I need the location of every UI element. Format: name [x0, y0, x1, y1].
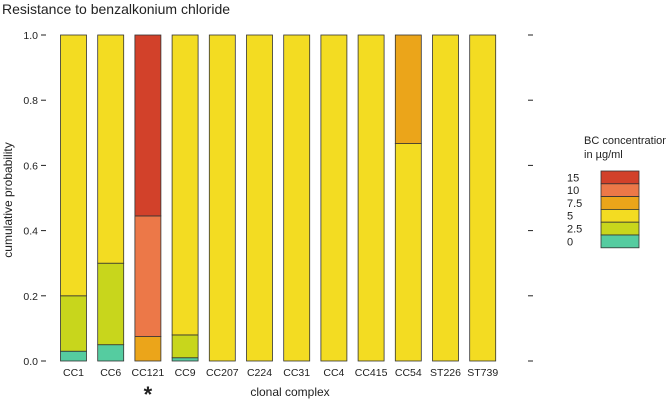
bar-segment — [171, 34, 199, 336]
x-tick-label: CC1 — [63, 367, 84, 379]
x-axis-label: clonal complex — [250, 385, 329, 399]
legend-label: 10 — [567, 185, 579, 197]
x-tick-label: CC54 — [395, 367, 422, 379]
y-tick-label: 0.0 — [23, 356, 38, 368]
legend-swatch — [600, 234, 640, 249]
bar-segment — [394, 143, 422, 362]
bar-segment — [171, 357, 199, 362]
bar-segment — [134, 336, 162, 362]
x-tick-label: CC121 — [132, 367, 165, 379]
bar-segment — [60, 350, 87, 362]
bar-segment — [394, 34, 422, 144]
legend-label: 2.5 — [567, 224, 582, 236]
bar-segment — [357, 34, 385, 362]
bar-segment — [171, 334, 199, 359]
x-tick-label: CC9 — [175, 367, 196, 379]
y-axis-label: cumulative probability — [1, 142, 15, 257]
plot-area: 0.0 0.2 0.4 0.6 0.8 1.0 CC1 CC6 CC121 * CC9 CC207 C2… — [23, 30, 533, 402]
bar-segment — [97, 344, 125, 362]
y-tick-label: 0.8 — [23, 95, 38, 107]
x-tick-label: CC6 — [100, 367, 121, 379]
x-tick-label: CC4 — [323, 367, 344, 379]
legend-title-line-2: in µg/ml — [584, 149, 623, 161]
chart-title: Resistance to benzalkonium chloride — [2, 1, 230, 17]
bar-segment — [60, 34, 87, 297]
legend-label: 5 — [567, 211, 573, 223]
y-tick-label: 0.4 — [23, 226, 38, 238]
bar-segment — [134, 215, 162, 337]
bar-segment — [469, 34, 497, 362]
legend-swatch — [600, 183, 640, 198]
bar-segment — [60, 295, 87, 352]
legend-label: 0 — [567, 236, 573, 248]
x-tick-label: ST226 — [430, 367, 461, 379]
x-tick-label: CC415 — [355, 367, 388, 379]
bar-segment — [134, 34, 162, 217]
legend-swatch — [600, 196, 640, 210]
bar-segment — [283, 34, 311, 362]
y-tick-label: 0.2 — [23, 291, 38, 303]
significance-marker: * — [144, 382, 153, 402]
bar-segment — [97, 262, 125, 346]
bar-segment — [246, 34, 273, 362]
y-tick-label: 0.6 — [23, 160, 38, 172]
legend-swatch — [600, 208, 640, 223]
x-tick-label: C224 — [247, 367, 272, 379]
x-tick-label: ST739 — [467, 367, 498, 379]
x-tick-label: CC31 — [283, 367, 310, 379]
bar-segment — [208, 34, 236, 362]
bar-segment — [320, 34, 348, 362]
bar-segment — [432, 34, 459, 362]
legend-label: 15 — [567, 172, 579, 184]
legend-label: 7.5 — [567, 198, 582, 210]
legend-title-line-1: BC concentration — [584, 135, 666, 147]
y-tick-label: 1.0 — [23, 30, 38, 42]
legend-swatch — [600, 170, 640, 185]
bar-segment — [97, 34, 125, 264]
x-tick-label: CC207 — [206, 367, 239, 379]
legend-swatch — [600, 221, 640, 236]
